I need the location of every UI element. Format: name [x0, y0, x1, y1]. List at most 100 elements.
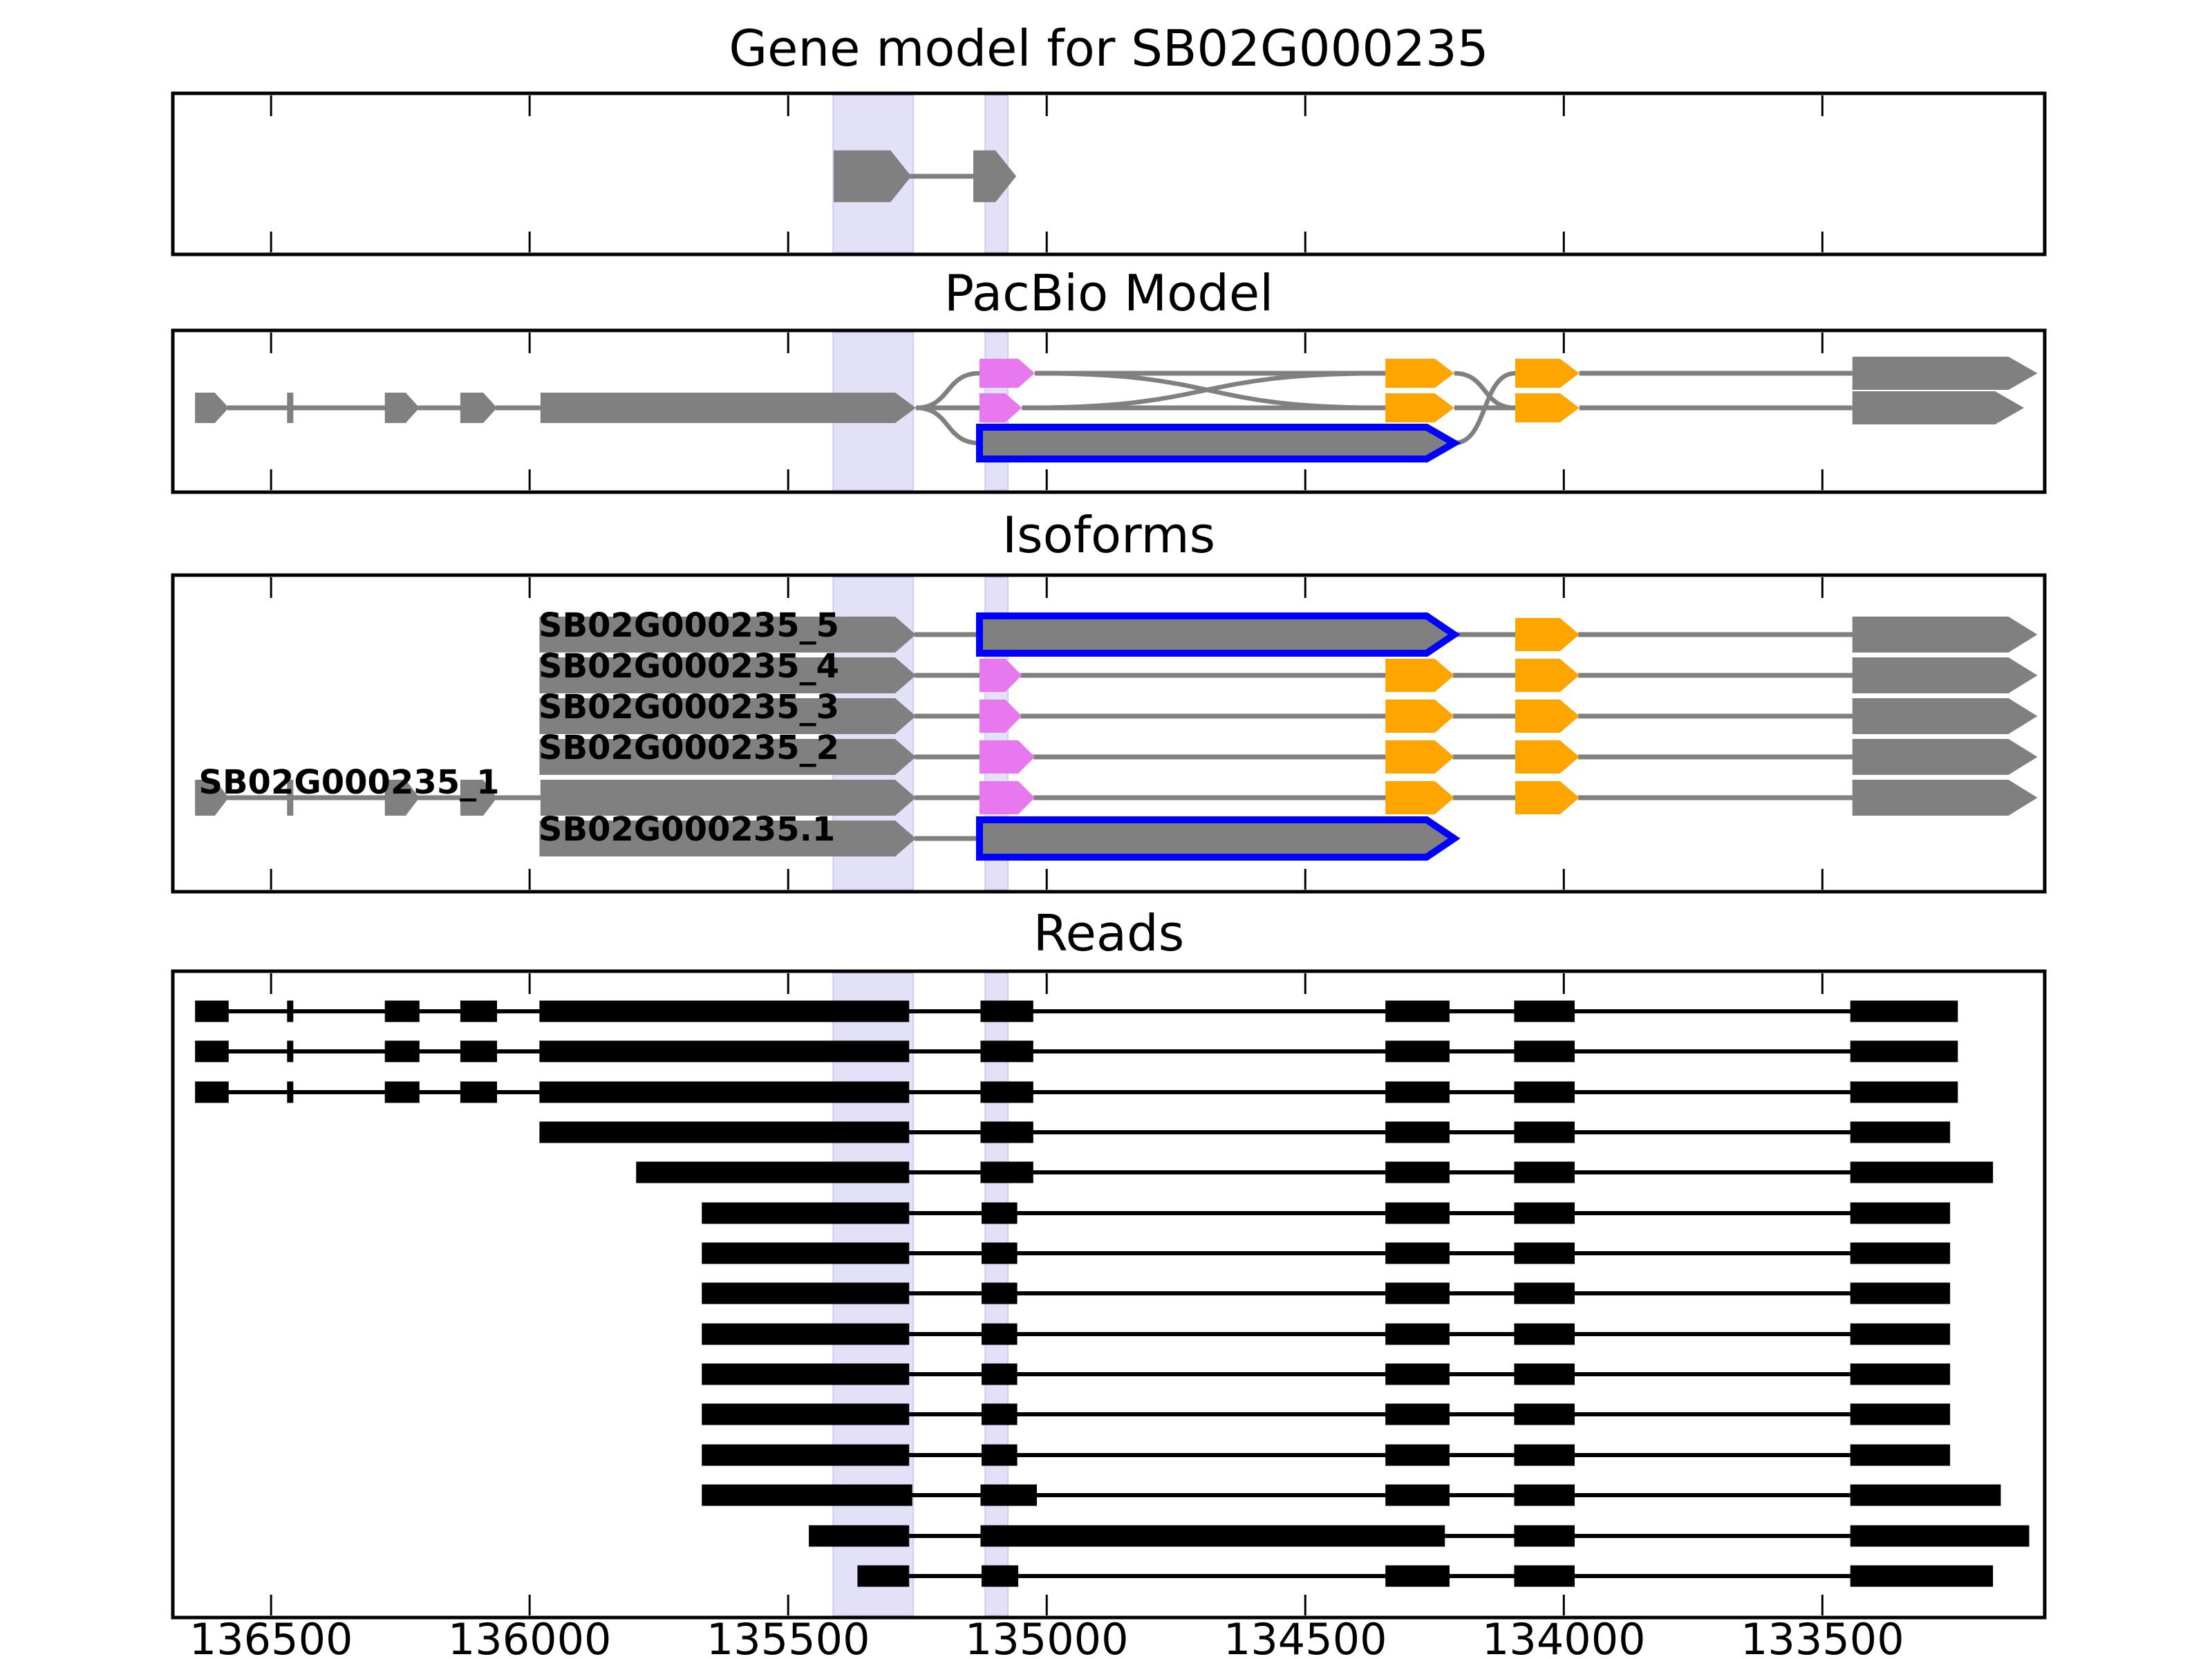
exon: [1850, 1444, 1951, 1466]
exon: [980, 1121, 1033, 1143]
exon: [809, 1525, 910, 1547]
splice-curve: [1454, 371, 1516, 411]
exon-arrow: [1385, 781, 1454, 814]
exon: [1850, 1202, 1951, 1224]
exon: [1514, 1121, 1575, 1143]
exon: [702, 1282, 910, 1304]
panel-border: [171, 573, 2047, 894]
exon: [857, 1565, 910, 1587]
exon: [1385, 1081, 1450, 1103]
x-axis-tick-label: 133500: [1740, 1614, 1904, 1659]
exon-arrow: [195, 780, 229, 816]
exon: [702, 1403, 910, 1425]
exon: [1850, 1363, 1951, 1385]
exon: [1850, 1565, 1994, 1587]
x-axis-tick-label: 134500: [1223, 1614, 1387, 1659]
exon: [287, 1000, 294, 1022]
isoform-label-sb02g000235_5: SB02G000235_5: [538, 606, 840, 645]
exon-arrow: [540, 393, 916, 423]
x-axis-tick-label: 134000: [1481, 1614, 1646, 1659]
exon: [1385, 1565, 1450, 1587]
splice-curve: [1022, 371, 1386, 411]
exon: [1850, 1000, 1958, 1022]
exon: [1385, 1323, 1450, 1345]
exon: [702, 1363, 910, 1385]
exon: [980, 1040, 1033, 1062]
exon-arrow: [973, 150, 1017, 203]
exon: [460, 1081, 498, 1103]
exon: [981, 1403, 1018, 1425]
exon: [1850, 1484, 2001, 1506]
exon: [981, 1323, 1018, 1345]
isoform-label-sb02g000235_3: SB02G000235_3: [538, 688, 840, 727]
exon: [1514, 1202, 1575, 1224]
exon-arrow: [1852, 657, 2038, 693]
splice-curve: [915, 405, 980, 446]
exon: [1514, 1081, 1575, 1103]
exon-arrow: [834, 150, 912, 203]
exon-arrow: [1385, 740, 1454, 774]
exon: [1514, 1484, 1575, 1506]
exon-arrow: [979, 700, 1022, 733]
exon: [981, 1202, 1018, 1224]
splice-curve: [1454, 371, 1516, 446]
exon: [1385, 1363, 1450, 1385]
exon-arrow: [384, 393, 420, 423]
exon-arrow: [540, 780, 916, 816]
exon: [195, 1081, 229, 1103]
exon: [636, 1161, 910, 1183]
exon-arrow: [539, 739, 916, 775]
exon-arrow: [979, 740, 1035, 774]
exon: [1514, 1444, 1575, 1466]
exon: [195, 1040, 229, 1062]
exon: [1850, 1081, 1958, 1103]
exon: [1514, 1323, 1575, 1345]
exon: [1850, 1403, 1951, 1425]
exon: [1514, 1000, 1575, 1022]
exon-arrow: [1852, 617, 2038, 653]
exon-arrow: [1852, 698, 2038, 734]
exon: [702, 1202, 910, 1224]
panel-title-gene-model: Gene model for SB02G000235: [729, 19, 1489, 77]
exon: [1385, 1040, 1450, 1062]
exon-arrow: [1515, 781, 1580, 814]
exon: [1850, 1323, 1951, 1345]
exon-arrow: [1852, 391, 2025, 424]
exon-arrow: [1852, 357, 2038, 390]
panel-border: [171, 328, 2047, 494]
panel-title-reads: Reads: [1033, 904, 1185, 962]
exon: [1514, 1040, 1575, 1062]
exon: [702, 1444, 910, 1466]
isoform-label-sb02g000235_1: SB02G000235_1: [198, 763, 500, 802]
x-axis-tick-label: 136500: [189, 1614, 353, 1659]
exon: [981, 1282, 1018, 1304]
exon: [980, 1484, 1038, 1506]
panel-border: [171, 91, 2047, 256]
exon: [1850, 1161, 1994, 1183]
exon: [1385, 1444, 1450, 1466]
exon: [1385, 1242, 1450, 1264]
exon: [384, 1040, 420, 1062]
exon: [1514, 1282, 1575, 1304]
exon: [981, 1565, 1019, 1587]
x-axis-tick-label: 135000: [964, 1614, 1129, 1659]
exon-arrow: [1852, 739, 2038, 775]
exon-arrow: [384, 780, 420, 816]
exon: [981, 1444, 1018, 1466]
isoform-label-sb02g000235_2: SB02G000235_2: [538, 729, 840, 767]
exon: [1385, 1121, 1450, 1143]
exon: [1850, 1282, 1951, 1304]
exon: [195, 1000, 229, 1022]
exon-arrow: [1515, 618, 1580, 651]
x-axis-tick-label: 135500: [706, 1614, 870, 1659]
exon-arrow: [979, 781, 1035, 814]
exon-arrow: [1515, 700, 1580, 733]
exon: [702, 1484, 912, 1506]
exon: [1850, 1525, 2030, 1547]
exon: [980, 1000, 1033, 1022]
exon-arrow: [979, 359, 1035, 388]
exon: [287, 393, 294, 423]
exon-arrow: [1515, 659, 1580, 692]
